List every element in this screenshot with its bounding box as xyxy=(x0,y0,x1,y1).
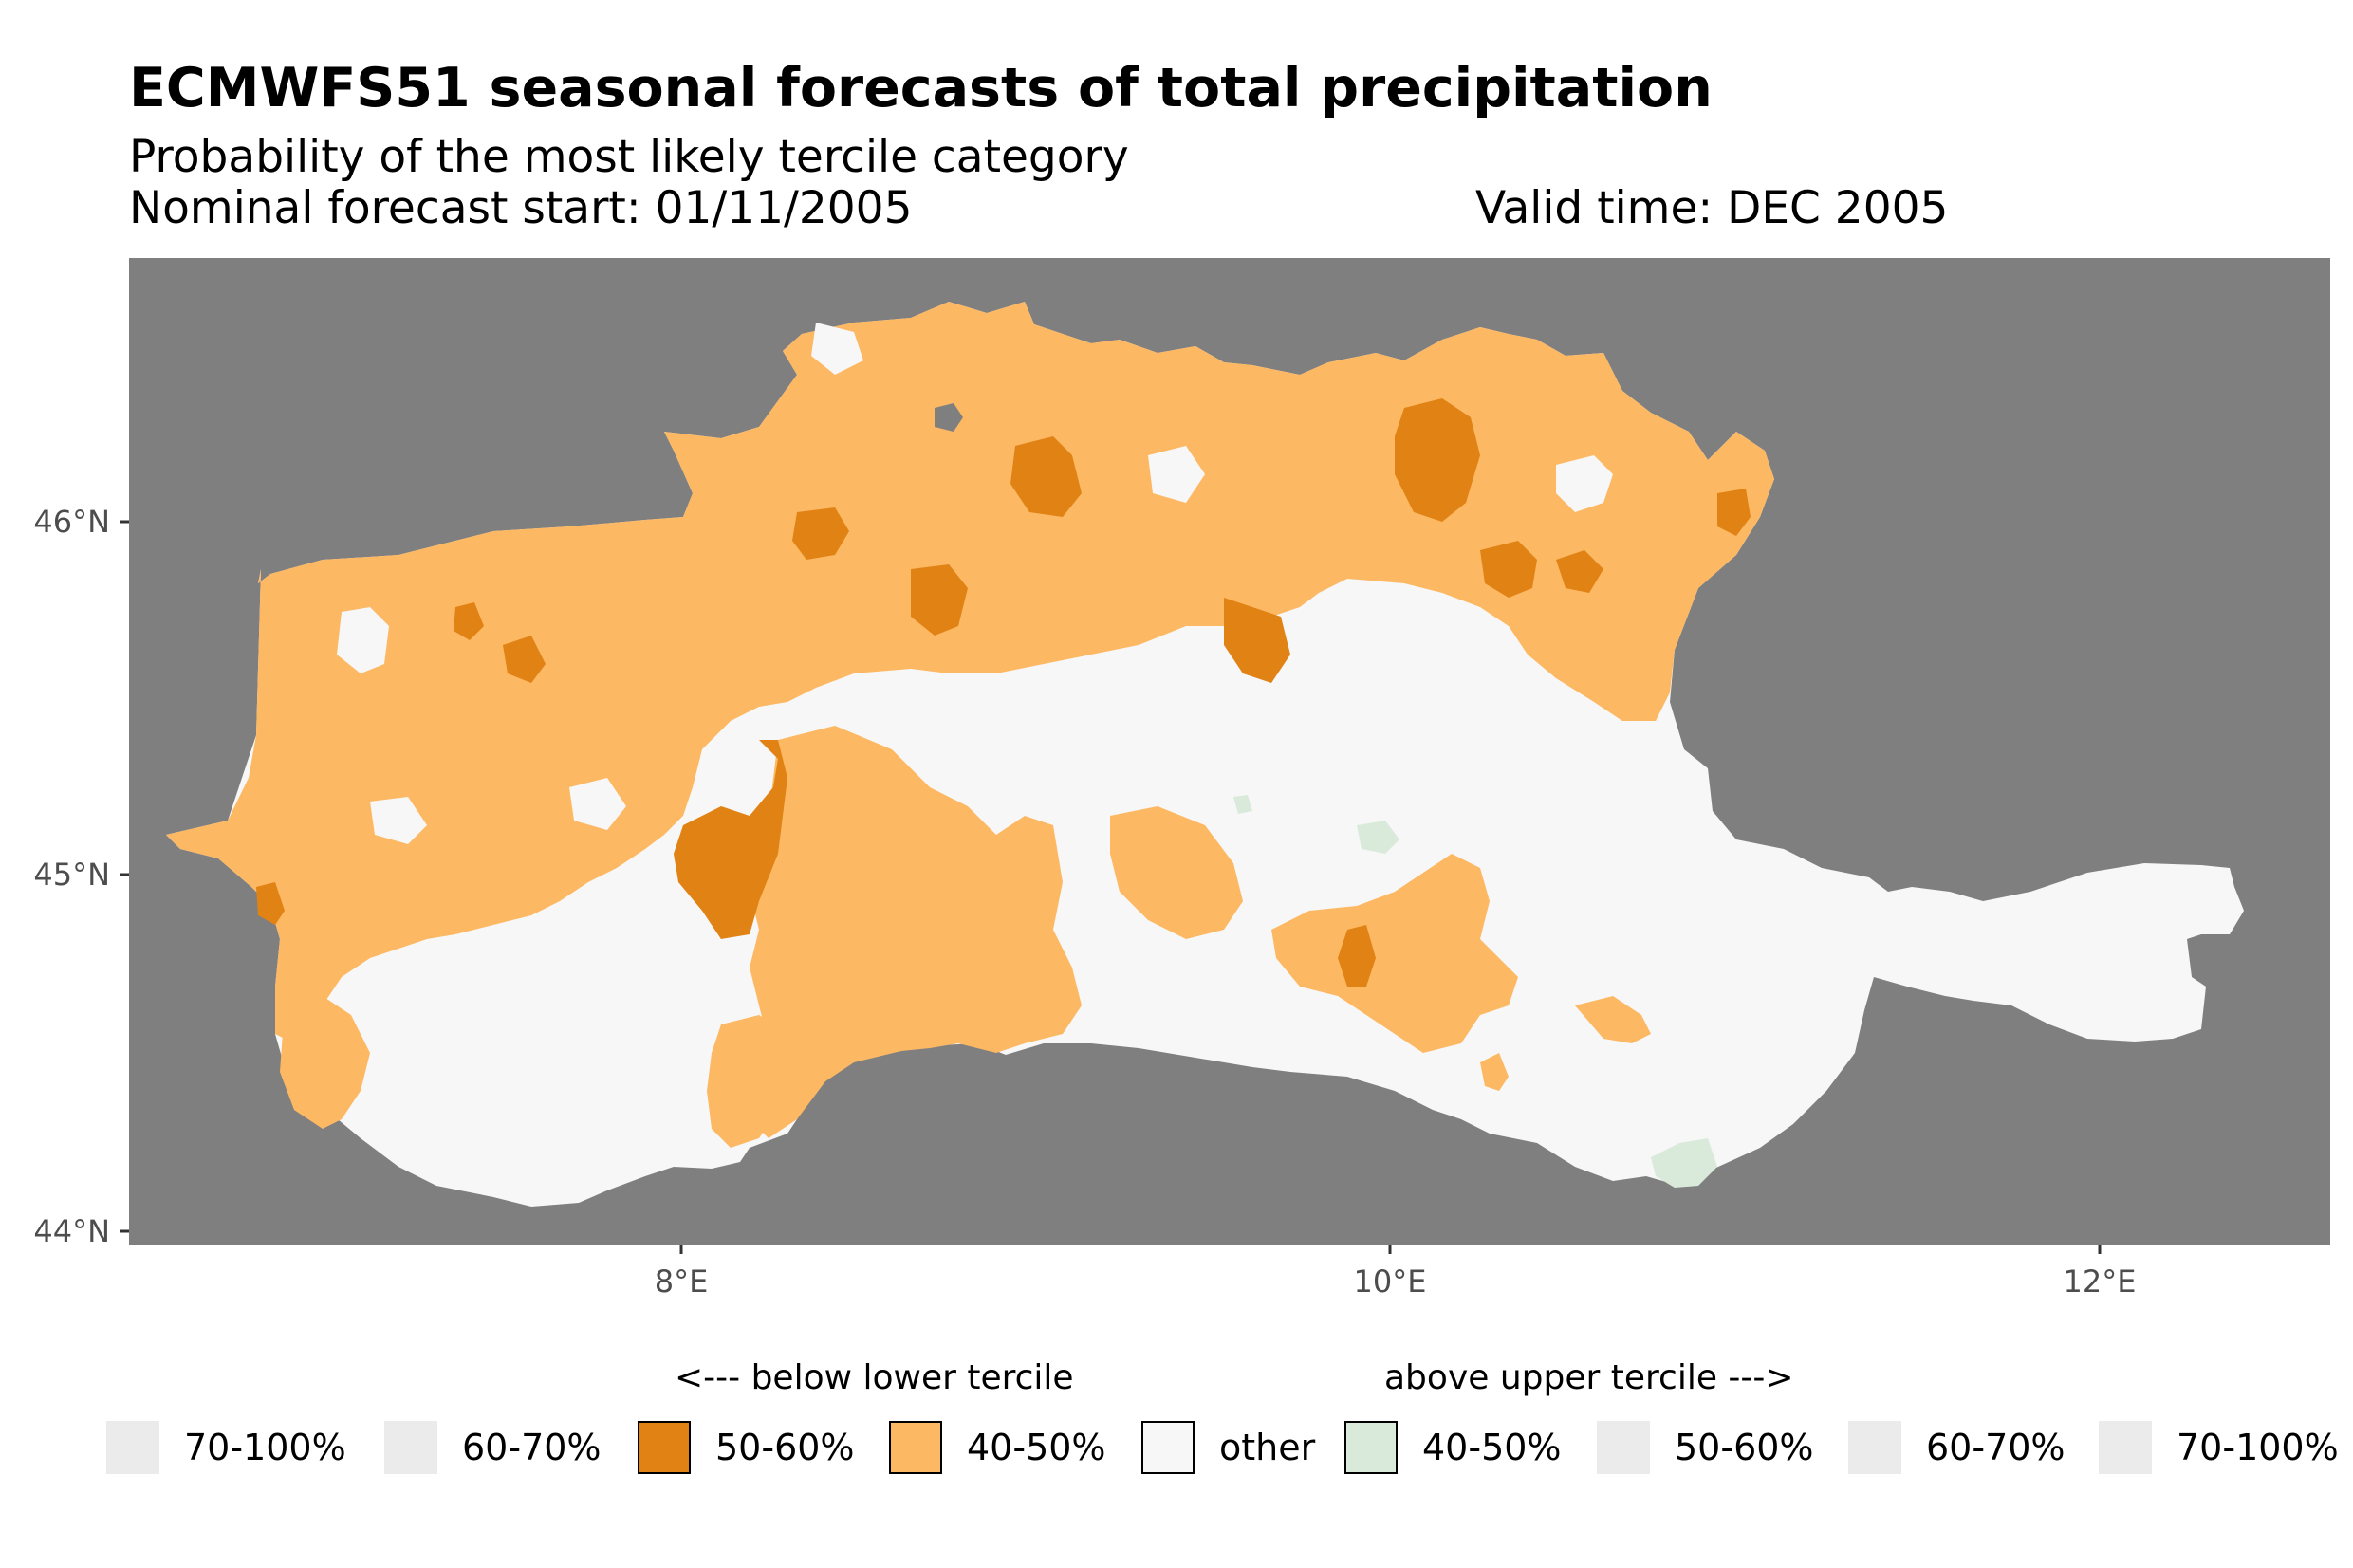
hole-other-5 xyxy=(370,797,427,844)
legend-item-below-50-60: 50-60% xyxy=(638,1420,855,1475)
hole-other-1 xyxy=(337,607,389,673)
legend-above-heading: above upper tercile ---> xyxy=(1384,1358,1794,1397)
region-below-50-60-alps-7 xyxy=(1556,550,1603,593)
region-below-40-50-piacenza xyxy=(1575,996,1651,1043)
map-title: ECMWFS51 seasonal forecasts of total pre… xyxy=(129,57,1713,120)
legend-label: 40-50% xyxy=(1422,1427,1562,1468)
legend-label: 60-70% xyxy=(1926,1427,2066,1468)
forecast-start-label: Nominal forecast start: 01/11/2005 xyxy=(129,182,913,234)
legend-swatch xyxy=(1141,1421,1195,1474)
region-below-50-60-alps-4 xyxy=(911,564,968,636)
legend-item-below-70-100: 70-100% xyxy=(106,1420,346,1475)
legend-swatch xyxy=(638,1421,691,1474)
region-below-50-60-piedmont xyxy=(674,740,787,939)
region-below-40-50-south-strip xyxy=(707,1015,797,1148)
region-below-50-60-west-alps xyxy=(454,602,484,640)
hole-other-6 xyxy=(569,778,626,830)
legend-label: 40-50% xyxy=(967,1427,1106,1468)
hole-other-2 xyxy=(811,323,863,375)
legend-item-other: other xyxy=(1141,1420,1315,1475)
y-axis: 46°N 45°N 44°N xyxy=(33,504,129,1249)
hole-other-4 xyxy=(1556,455,1613,512)
region-below-50-60-west-alps-2 xyxy=(503,636,546,683)
region-above-40-50-small xyxy=(1233,795,1252,814)
legend-item-below-40-50: 40-50% xyxy=(889,1420,1106,1475)
region-below-50-60-ne-edge xyxy=(1717,489,1751,536)
region-below-50-60-alps-2 xyxy=(1395,398,1480,522)
valid-time-label: Valid time: DEC 2005 xyxy=(1475,182,1949,234)
legend-item-above-50-60: 50-60% xyxy=(1597,1420,1814,1475)
x-axis: 8°E 10°E 12°E xyxy=(655,1245,2137,1300)
legend-swatch xyxy=(2099,1421,2152,1474)
region-below-40-50-central xyxy=(750,726,1082,1138)
region-below-40-50-east xyxy=(1110,806,1243,939)
map-subtitle: Probability of the most likely tercile c… xyxy=(129,131,1129,183)
y-tick-label-46: 46°N xyxy=(33,504,110,540)
region-below-50-60-west xyxy=(256,882,285,925)
legend-swatch xyxy=(1344,1421,1398,1474)
legend-label: 50-60% xyxy=(715,1427,855,1468)
y-tick-label-44: 44°N xyxy=(33,1213,110,1249)
region-below-50-60-alps-5 xyxy=(792,507,849,560)
legend-swatch xyxy=(1597,1421,1650,1474)
legend-swatch xyxy=(1848,1421,1901,1474)
legend-label: 60-70% xyxy=(462,1427,602,1468)
legend-item-above-60-70: 60-70% xyxy=(1848,1420,2066,1475)
x-tick-label-10: 10°E xyxy=(1354,1264,1427,1300)
region-below-40-50-small-south xyxy=(1480,1053,1509,1091)
legend-swatch xyxy=(889,1421,942,1474)
lake-1 xyxy=(935,403,963,432)
legend-below-heading: <--- below lower tercile xyxy=(675,1358,1074,1397)
region-below-40-50-southeast xyxy=(1271,854,1518,1053)
legend-label: 70-100% xyxy=(2177,1427,2339,1468)
x-tick-label-8: 8°E xyxy=(655,1264,709,1300)
y-tick-label-45: 45°N xyxy=(33,857,110,893)
legend-label: 70-100% xyxy=(184,1427,346,1468)
legend-label: 50-60% xyxy=(1675,1427,1814,1468)
region-below-50-60-alps-1 xyxy=(1010,436,1082,517)
legend-swatch xyxy=(384,1421,437,1474)
region-above-40-50-po xyxy=(1357,821,1399,854)
legend-item-below-60-70: 60-70% xyxy=(384,1420,602,1475)
region-below-40-50-main xyxy=(166,302,1774,1039)
region-below-50-60-alps-3 xyxy=(1224,598,1290,683)
legend-item-above-40-50: 40-50% xyxy=(1344,1420,1562,1475)
x-tick-label-12: 12°E xyxy=(2064,1264,2137,1300)
legend-item-above-70-100: 70-100% xyxy=(2099,1420,2339,1475)
region-below-50-60-lombardy xyxy=(1338,925,1376,987)
legend-swatch xyxy=(106,1421,159,1474)
legend-label: other xyxy=(1219,1427,1316,1468)
region-below-50-60-alps-6 xyxy=(1480,541,1537,598)
hole-other-3 xyxy=(1148,446,1205,503)
region-below-40-50-southwest xyxy=(280,996,370,1129)
region-above-40-50-liguria xyxy=(1651,1138,1717,1188)
